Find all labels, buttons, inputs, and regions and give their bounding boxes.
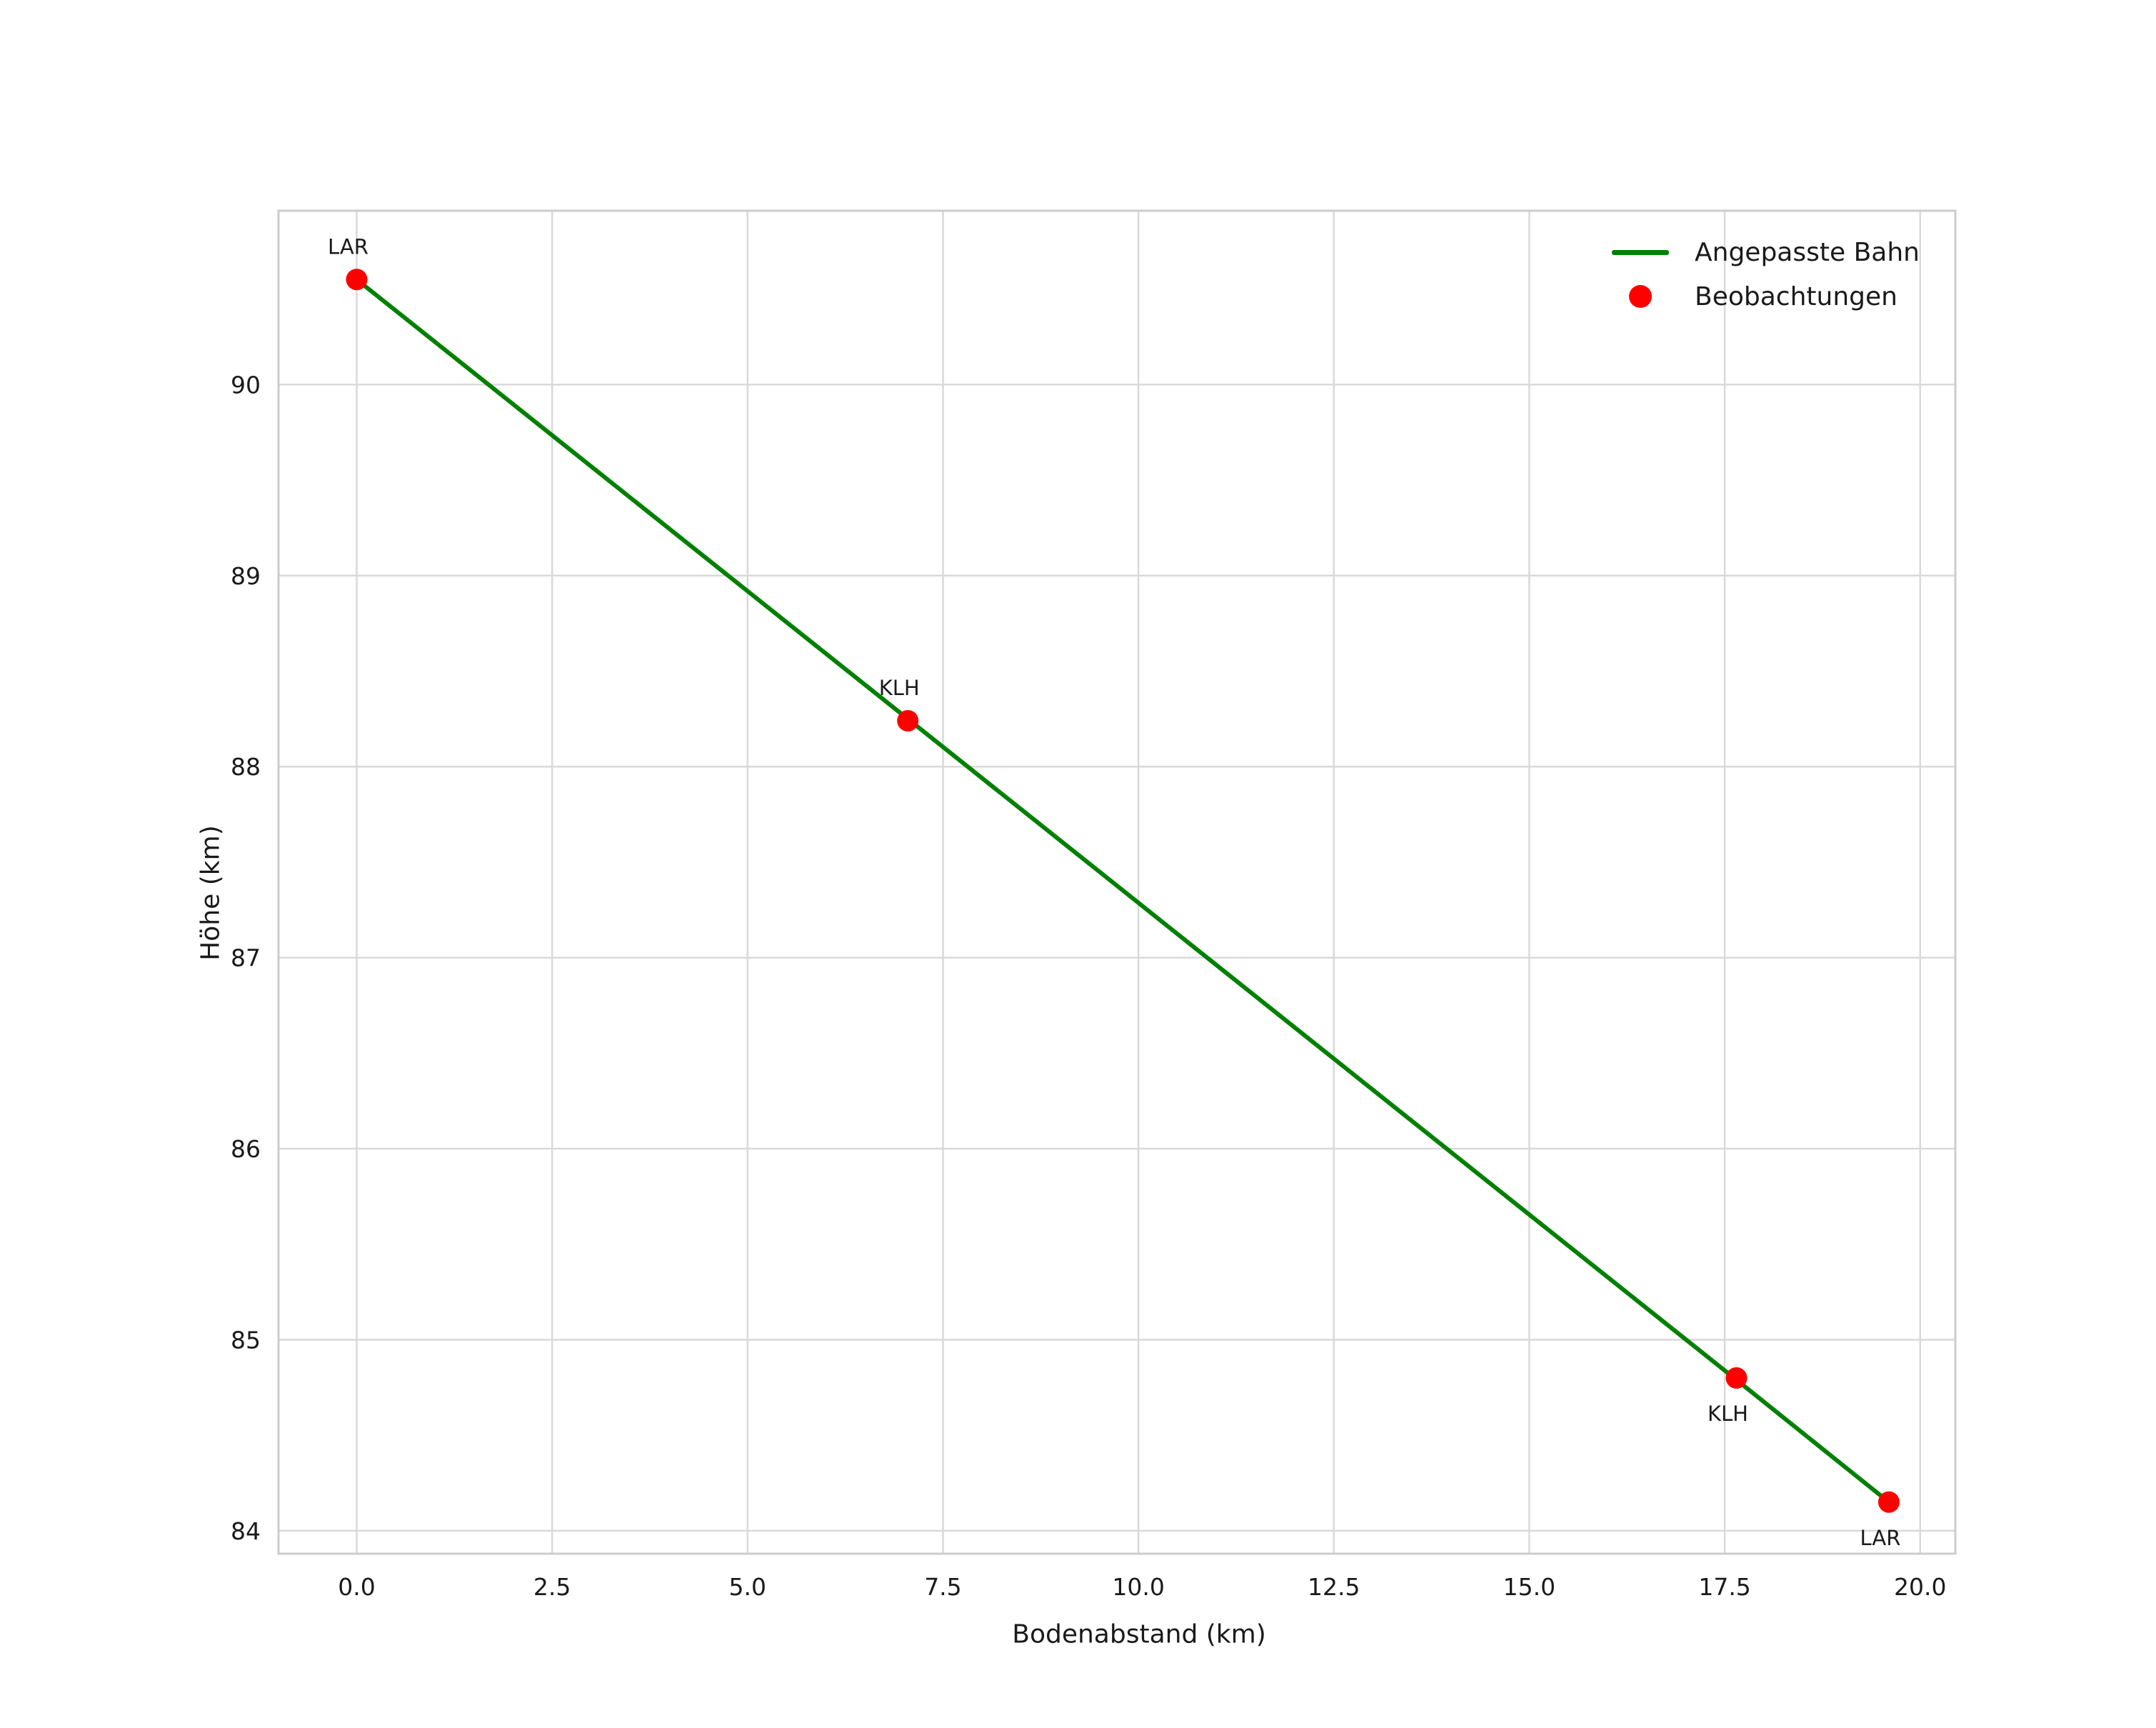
legend: Angepasste Bahn Beobachtungen bbox=[1610, 230, 1920, 319]
y-tick-label: 89 bbox=[231, 562, 261, 590]
point-annotation: LAR bbox=[328, 234, 368, 259]
x-tick-label: 7.5 bbox=[924, 1573, 961, 1601]
legend-label-fitted-line: Angepasste Bahn bbox=[1695, 237, 1920, 267]
x-tick-label: 15.0 bbox=[1503, 1573, 1555, 1601]
data-point bbox=[1725, 1367, 1748, 1389]
legend-dot-swatch bbox=[1629, 285, 1652, 308]
legend-swatch-box bbox=[1610, 249, 1670, 255]
legend-item-fitted-line: Angepasste Bahn bbox=[1610, 230, 1920, 274]
point-annotation: KLH bbox=[879, 676, 920, 700]
fitted-line bbox=[354, 277, 1891, 1504]
legend-item-observations: Beobachtungen bbox=[1610, 274, 1920, 319]
y-tick-label: 85 bbox=[231, 1326, 261, 1354]
plot-border bbox=[277, 209, 1957, 1555]
y-tick-label: 90 bbox=[231, 371, 261, 399]
data-point bbox=[897, 710, 919, 732]
x-axis-label: Bodenabstand (km) bbox=[1012, 1619, 1266, 1649]
data-point bbox=[346, 269, 368, 291]
x-tick-label: 12.5 bbox=[1308, 1573, 1360, 1601]
y-axis-label: Höhe (km) bbox=[196, 825, 226, 961]
x-tick-label: 10.0 bbox=[1112, 1573, 1164, 1601]
x-tick-label: 5.0 bbox=[729, 1573, 766, 1601]
x-tick-label: 2.5 bbox=[533, 1573, 571, 1601]
y-tick-label: 88 bbox=[231, 753, 261, 781]
point-annotation: LAR bbox=[1860, 1526, 1901, 1550]
legend-swatch-box bbox=[1610, 285, 1670, 308]
legend-label-observations: Beobachtungen bbox=[1695, 281, 1897, 311]
x-tick-label: 17.5 bbox=[1698, 1573, 1750, 1601]
x-tick-label: 0.0 bbox=[338, 1573, 375, 1601]
x-tick-label: 20.0 bbox=[1894, 1573, 1946, 1601]
y-tick-label: 87 bbox=[231, 944, 261, 972]
y-tick-label: 84 bbox=[231, 1517, 261, 1545]
point-annotation: KLH bbox=[1708, 1402, 1748, 1426]
y-tick-label: 86 bbox=[231, 1135, 261, 1163]
data-point bbox=[1877, 1491, 1900, 1513]
legend-line-swatch bbox=[1612, 249, 1669, 255]
